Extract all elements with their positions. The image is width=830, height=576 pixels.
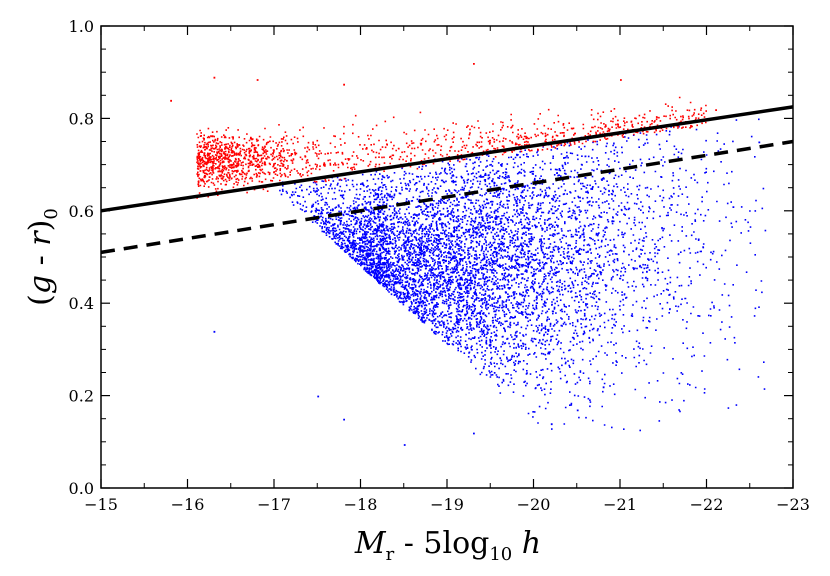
x-tick-label: −15 — [84, 495, 118, 514]
axis-ticks: −15 −16 −17 −18 −19 −20 −21 −22 −23 0.0 0.2 0.4 0.6 0… — [69, 17, 810, 514]
plot-area — [100, 63, 794, 446]
x-tick-label: −19 — [430, 495, 464, 514]
x-tick-label: −21 — [603, 495, 637, 514]
dashed-divider-line — [100, 139, 794, 255]
x-tick-label: −17 — [257, 495, 291, 514]
y-axis-title: (g - r)0 — [23, 208, 62, 306]
y-tick-label: 0.8 — [69, 109, 94, 128]
y-tick-label: 0.0 — [69, 479, 94, 498]
y-tick-label: 0.6 — [69, 202, 94, 221]
x-tick-label: −18 — [344, 495, 378, 514]
x-tick-label: −23 — [776, 495, 810, 514]
solid-divider-line — [100, 105, 794, 213]
x-tick-label: −22 — [690, 495, 724, 514]
y-tick-label: 1.0 — [69, 17, 94, 36]
red-sequence-points — [170, 63, 717, 199]
y-tick-label: 0.2 — [69, 387, 94, 406]
x-axis-title: Mr - 5log10 h — [354, 526, 541, 565]
blue-cloud-points — [213, 118, 767, 446]
y-tick-label: 0.4 — [69, 294, 94, 313]
x-tick-label: −16 — [171, 495, 205, 514]
x-tick-label: −20 — [517, 495, 551, 514]
plot-frame — [100, 25, 794, 489]
